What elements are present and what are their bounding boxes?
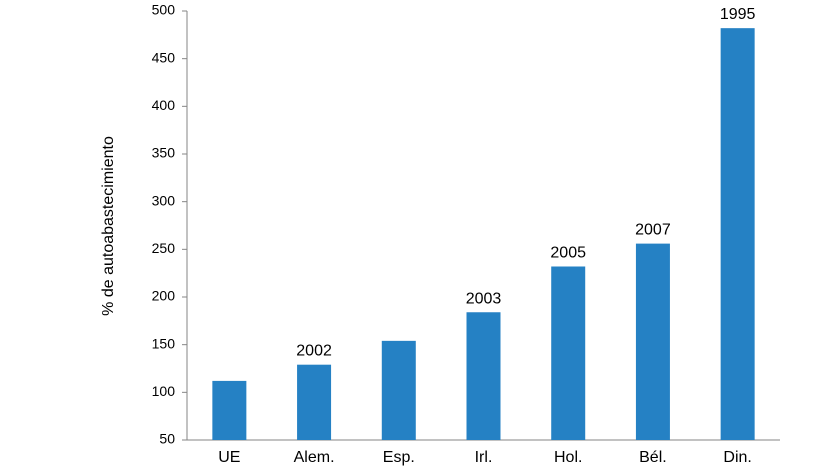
- x-category-label: UE: [218, 449, 240, 466]
- bar: [297, 364, 332, 440]
- bar-data-label: 2002: [296, 343, 332, 360]
- category-labels: UE Alem. Esp. Irl. Hol. Bél. Din.: [218, 449, 752, 466]
- y-tick-label: 350: [152, 145, 176, 161]
- bar-data-label: 2005: [550, 244, 586, 261]
- bar-data-label: 1995: [720, 6, 756, 23]
- x-category-label: Alem.: [294, 449, 335, 466]
- bar-data-label: 2007: [635, 222, 671, 239]
- y-tick-label: 100: [152, 383, 176, 399]
- bar: [720, 28, 755, 440]
- y-tick-label: 250: [152, 240, 176, 256]
- x-category-label: Din.: [723, 449, 751, 466]
- y-tick-label: 450: [152, 49, 176, 65]
- y-axis-title: % de autoabastecimiento: [100, 136, 117, 316]
- bar: [381, 340, 416, 440]
- bar-data-label: 2003: [466, 290, 502, 307]
- y-tick-label: 500: [152, 2, 176, 18]
- x-category-label: Esp.: [383, 449, 415, 466]
- bars: [212, 28, 755, 440]
- y-tick-label: 300: [152, 192, 176, 208]
- bar: [212, 380, 247, 440]
- x-category-label: Hol.: [554, 449, 582, 466]
- data-labels: 2002 2003 2005 2007 1995: [296, 6, 755, 360]
- y-tick-label: 400: [152, 97, 176, 113]
- x-category-label: Bél.: [639, 449, 667, 466]
- y-ticks: 50 100 150 200 250 300 350 400 450 500: [152, 2, 187, 447]
- y-tick-label: 50: [159, 431, 175, 447]
- x-category-label: Irl.: [475, 449, 493, 466]
- bar: [551, 266, 586, 440]
- y-tick-label: 150: [152, 335, 176, 351]
- bar: [466, 312, 501, 440]
- bar: [635, 243, 670, 440]
- y-tick-label: 200: [152, 288, 176, 304]
